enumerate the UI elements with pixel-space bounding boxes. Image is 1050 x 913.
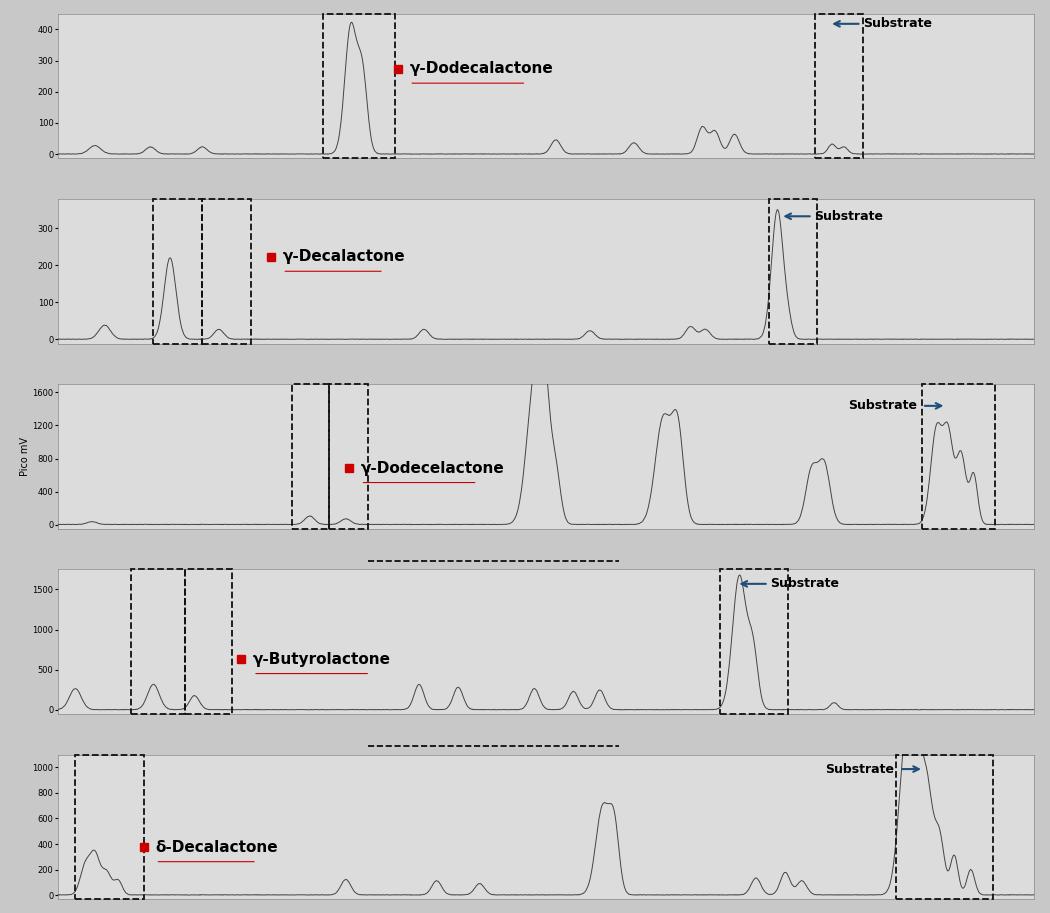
Bar (203, 199, 251, 343)
Bar (769, 199, 818, 343)
Text: γ-Decalactone: γ-Decalactone (282, 249, 405, 264)
Y-axis label: Pico mV: Pico mV (20, 437, 29, 476)
Text: γ-Butyrolactone: γ-Butyrolactone (253, 652, 391, 666)
Bar (323, 14, 395, 158)
Bar (330, 384, 369, 529)
Text: Substrate: Substrate (863, 17, 932, 30)
Bar (153, 199, 203, 343)
Text: Substrate: Substrate (815, 210, 883, 223)
Bar (76, 755, 144, 899)
Bar (922, 384, 995, 529)
Bar (815, 14, 863, 158)
Text: Substrate: Substrate (848, 399, 917, 413)
Text: γ-Dodecelactone: γ-Dodecelactone (360, 460, 504, 476)
Bar (185, 570, 232, 714)
Text: δ-Decalactone: δ-Decalactone (155, 840, 278, 855)
Bar (896, 755, 993, 899)
Text: Substrate: Substrate (771, 577, 840, 591)
Bar (292, 384, 330, 529)
Text: Substrate: Substrate (825, 762, 895, 775)
Text: γ-Dodecalactone: γ-Dodecalactone (410, 61, 553, 76)
Bar (720, 570, 789, 714)
Bar (131, 570, 185, 714)
